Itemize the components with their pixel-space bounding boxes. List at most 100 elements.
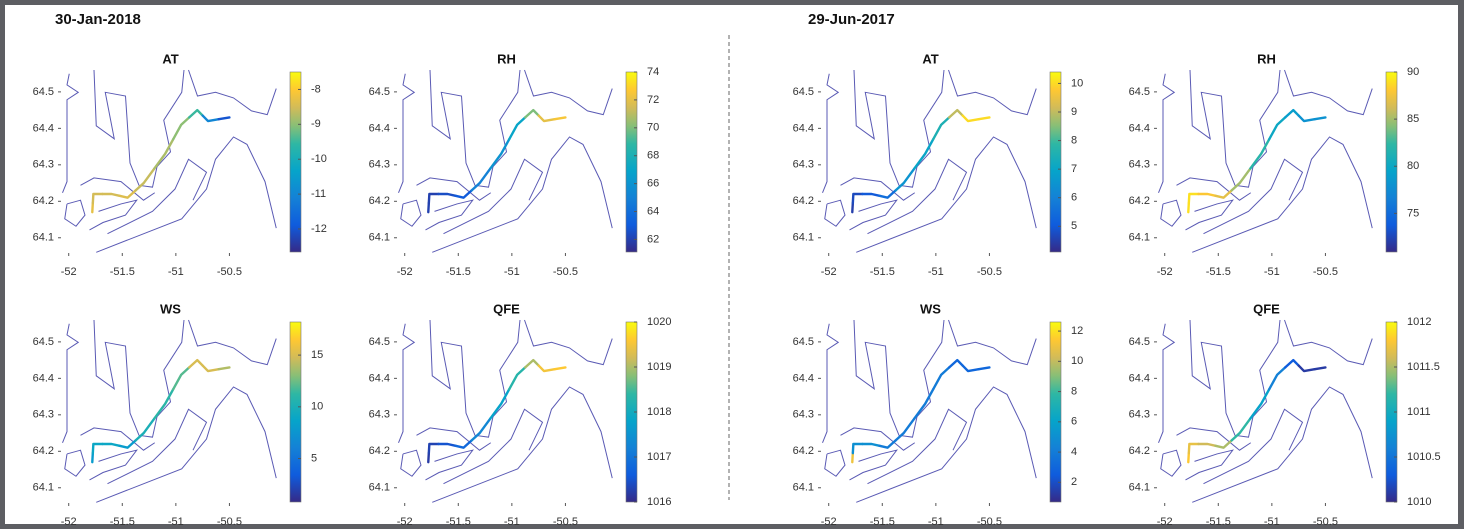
y-tick-label: 64.3 bbox=[1129, 409, 1150, 421]
colorbar-tick-label: 68 bbox=[647, 150, 659, 162]
x-tick-label: -52 bbox=[1157, 516, 1173, 528]
x-tick-label: -52 bbox=[821, 516, 837, 528]
colorbar-tick-label: 8 bbox=[1071, 134, 1077, 146]
coastline bbox=[867, 408, 968, 485]
coastline bbox=[856, 136, 1037, 253]
colorbar-tick-label: 8 bbox=[1071, 385, 1077, 397]
coastline bbox=[429, 69, 521, 188]
coastline bbox=[398, 73, 416, 193]
track-segment bbox=[948, 108, 964, 119]
colorbar-tick-label: 10 bbox=[1071, 355, 1083, 367]
coastline bbox=[822, 73, 840, 193]
track-segment bbox=[507, 116, 527, 141]
coastline bbox=[1189, 69, 1281, 188]
panel-title: QFE bbox=[493, 301, 520, 316]
track-segment bbox=[1197, 192, 1217, 198]
track-segment bbox=[470, 417, 492, 442]
colorbar-tick-label: 70 bbox=[647, 122, 659, 134]
track-segment bbox=[1297, 364, 1316, 373]
track-segment bbox=[1284, 108, 1300, 119]
coastline bbox=[93, 69, 185, 188]
coastline bbox=[188, 319, 277, 366]
panel-title: WS bbox=[160, 301, 181, 316]
coastline bbox=[62, 323, 80, 443]
y-tick-label: 64.1 bbox=[369, 482, 390, 494]
track-segment bbox=[1187, 451, 1191, 464]
y-tick-label: 64.3 bbox=[793, 409, 814, 421]
colorbar-tick-label: 64 bbox=[647, 205, 659, 217]
x-tick-label: -50.5 bbox=[977, 266, 1002, 278]
track-segment bbox=[851, 451, 855, 464]
coastline bbox=[64, 449, 86, 477]
coastline bbox=[188, 69, 277, 116]
x-tick-label: -51 bbox=[1264, 266, 1280, 278]
track-segment bbox=[1187, 442, 1200, 455]
track-segment bbox=[977, 116, 991, 121]
track-segment bbox=[217, 366, 231, 371]
x-tick-label: -51.5 bbox=[110, 266, 135, 278]
coastline bbox=[1176, 177, 1252, 201]
coastline bbox=[425, 449, 474, 481]
track-segment bbox=[91, 442, 104, 455]
track-segment bbox=[437, 192, 457, 198]
track-segment bbox=[427, 442, 440, 455]
track-segment bbox=[913, 388, 935, 420]
track-segment bbox=[1187, 201, 1191, 214]
coastline bbox=[867, 158, 968, 235]
coastline bbox=[96, 386, 277, 503]
coastline bbox=[1158, 73, 1176, 193]
x-tick-label: -51 bbox=[504, 516, 520, 528]
x-tick-label: -51 bbox=[504, 266, 520, 278]
colorbar-tick-label: 1017 bbox=[647, 451, 671, 463]
colorbar bbox=[289, 71, 302, 253]
coastline bbox=[416, 177, 492, 201]
track-segment bbox=[524, 358, 540, 369]
track-segment bbox=[861, 192, 881, 198]
track-segment bbox=[171, 366, 191, 391]
coastline bbox=[849, 199, 898, 231]
track-segment bbox=[537, 364, 556, 373]
date-title: 29-Jun-2017 bbox=[808, 11, 895, 28]
colorbar-tick-label: 1011.5 bbox=[1407, 361, 1440, 373]
track-segment bbox=[961, 114, 980, 123]
colorbar bbox=[289, 321, 302, 503]
track-segment bbox=[101, 192, 121, 198]
y-tick-label: 64.3 bbox=[33, 409, 54, 421]
colorbar-tick-label: -12 bbox=[311, 223, 327, 235]
track-segment bbox=[489, 388, 511, 420]
track-segment bbox=[1313, 116, 1327, 121]
x-tick-label: -51 bbox=[1264, 516, 1280, 528]
colorbar-tick-label: -11 bbox=[311, 188, 326, 200]
colorbar-tick-label: 2 bbox=[1071, 476, 1077, 488]
track-segment bbox=[118, 439, 137, 449]
y-tick-label: 64.5 bbox=[1129, 86, 1150, 98]
track-segment bbox=[101, 442, 121, 448]
y-tick-label: 64.5 bbox=[793, 86, 814, 98]
track-segment bbox=[134, 417, 156, 442]
x-tick-label: -51.5 bbox=[446, 266, 471, 278]
track-segment bbox=[91, 201, 95, 214]
figure-background bbox=[5, 5, 1458, 524]
colorbar-tick-label: -9 bbox=[311, 118, 321, 130]
y-tick-label: 64.5 bbox=[33, 86, 54, 98]
track-segment bbox=[188, 108, 204, 119]
coastline bbox=[432, 386, 613, 503]
x-tick-label: -52 bbox=[1157, 266, 1173, 278]
track-segment bbox=[1214, 189, 1233, 199]
track-segment bbox=[91, 192, 104, 205]
colorbar-tick-label: 6 bbox=[1071, 192, 1077, 204]
colorbar-tick-label: 1010 bbox=[1407, 496, 1431, 508]
y-tick-label: 64.1 bbox=[369, 232, 390, 244]
track-segment bbox=[931, 366, 951, 391]
coastline bbox=[948, 319, 1037, 366]
coastline bbox=[443, 408, 544, 485]
track-segment bbox=[1313, 366, 1327, 371]
track-segment bbox=[489, 138, 511, 170]
coastline bbox=[1158, 323, 1176, 443]
y-tick-label: 64.1 bbox=[33, 482, 54, 494]
track-segment bbox=[553, 116, 567, 121]
track-segment bbox=[851, 201, 855, 214]
track-segment bbox=[537, 114, 556, 123]
track-segment bbox=[878, 189, 897, 199]
